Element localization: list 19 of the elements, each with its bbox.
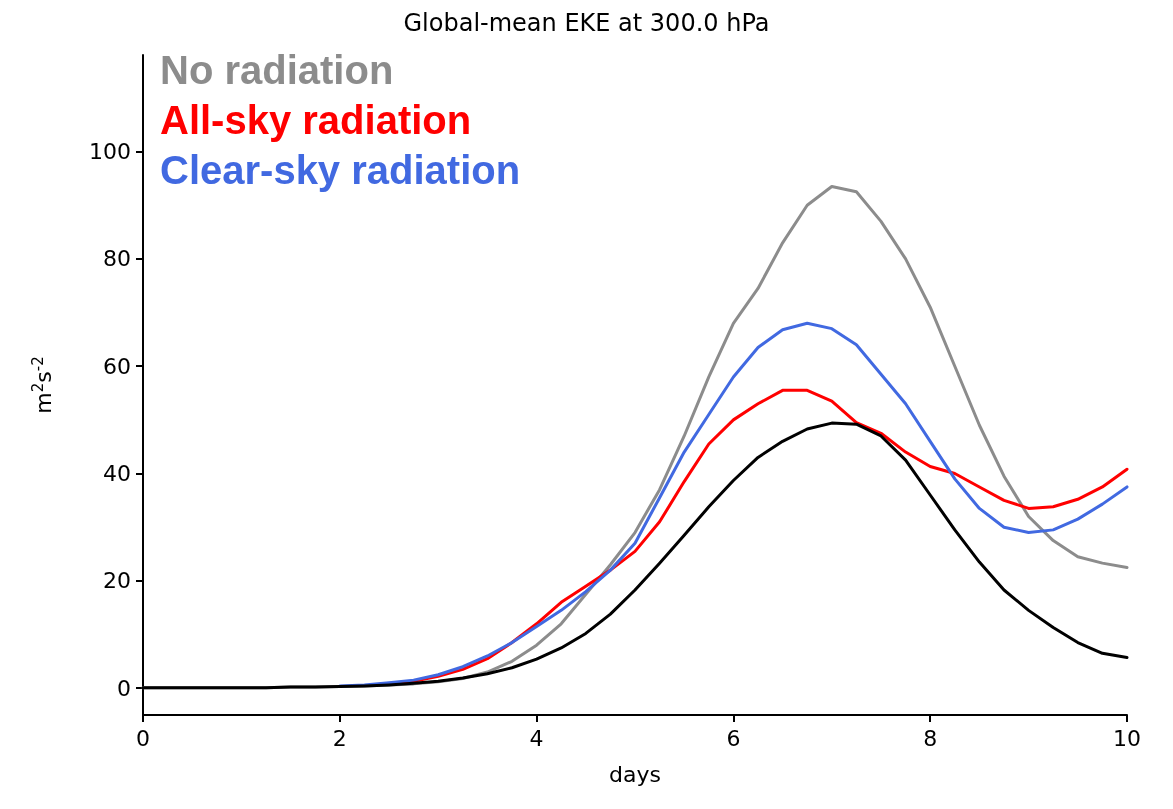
y-tick-label: 40 xyxy=(103,461,131,487)
text: All-sky radiation xyxy=(160,98,472,142)
chart-title: Global-mean EKE at 300.0 hPa xyxy=(403,9,770,37)
x-tick-label: 2 xyxy=(332,725,347,751)
x-tick-label: 4 xyxy=(529,725,544,751)
text: Clear-sky radiation xyxy=(160,148,521,192)
x-tick-label: 6 xyxy=(726,725,741,751)
x-axis-title: days xyxy=(609,761,661,787)
y-tick-label: 80 xyxy=(103,246,131,272)
x-tick-label: 0 xyxy=(136,725,150,751)
text: No radiation xyxy=(160,48,394,92)
y-tick-label: 60 xyxy=(103,353,131,379)
y-tick-label: 100 xyxy=(89,139,131,165)
line-series xyxy=(338,321,1129,688)
y-tick-label: 20 xyxy=(103,568,131,594)
y-tick-label: 0 xyxy=(117,675,131,701)
x-tick-label: 10 xyxy=(1113,725,1141,751)
x-tick-label: 8 xyxy=(923,725,938,751)
y-axis-title: m2s-2 xyxy=(28,356,56,414)
